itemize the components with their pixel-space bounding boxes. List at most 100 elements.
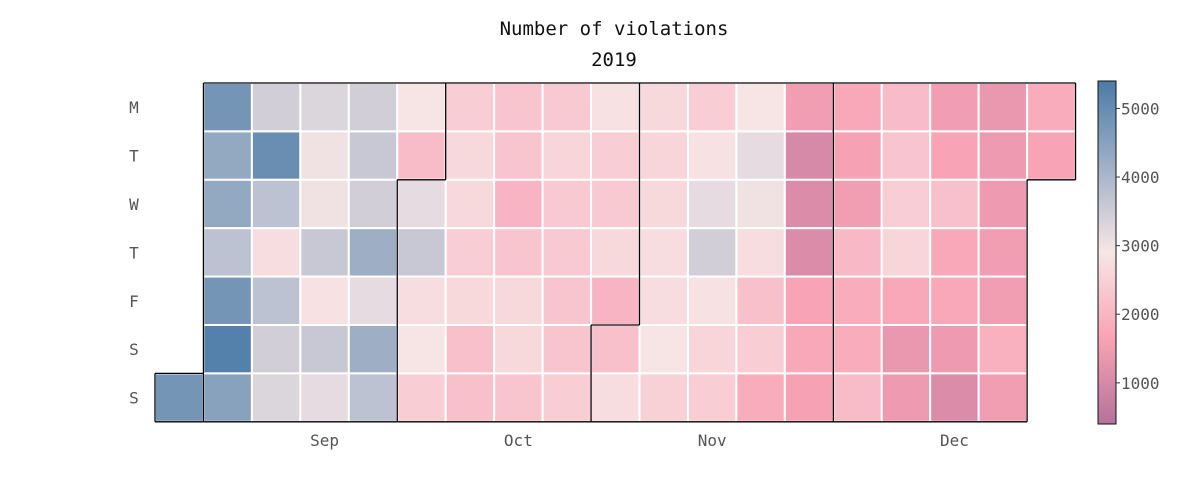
heatmap-cell xyxy=(880,324,932,375)
heatmap-cell xyxy=(832,227,883,278)
heatmap-cell xyxy=(929,178,980,230)
heatmap-cell xyxy=(590,178,641,230)
heatmap-cell xyxy=(347,227,399,278)
heatmap-cell xyxy=(880,275,932,327)
month-border-path xyxy=(154,82,1077,423)
heatmap-cell xyxy=(783,130,835,181)
heatmap-cell xyxy=(638,178,689,230)
heatmap-cell xyxy=(493,324,544,375)
heatmap-cell xyxy=(444,372,496,423)
heatmap-cell xyxy=(977,178,1029,230)
colorbar-tick-label: 3000 xyxy=(1121,237,1160,256)
month-label: Sep xyxy=(310,431,339,450)
heatmap-cell xyxy=(783,178,835,230)
heatmap-cell xyxy=(880,178,932,230)
heatmap-cell xyxy=(250,227,302,278)
heatmap-cell xyxy=(977,275,1029,327)
colorbar-gradient xyxy=(1097,80,1117,425)
heatmap-cell xyxy=(590,227,641,278)
heatmap-cell xyxy=(250,324,302,375)
heatmap-cell xyxy=(686,227,738,278)
colorbar-tick-label: 1000 xyxy=(1121,374,1160,393)
heatmap-cell xyxy=(493,372,544,423)
month-borders xyxy=(154,82,1077,423)
heatmap-cell xyxy=(1026,130,1077,181)
weekday-label: M xyxy=(129,98,139,117)
heatmap-cell xyxy=(541,275,593,327)
weekday-label: W xyxy=(129,195,139,214)
heatmap-cell xyxy=(250,130,302,181)
heatmap-cell xyxy=(299,130,350,181)
heatmap-cell xyxy=(880,372,932,423)
heatmap-cell xyxy=(541,372,593,423)
heatmap-cell xyxy=(444,227,496,278)
heatmap-cell xyxy=(977,130,1029,181)
heatmap-cell xyxy=(929,372,980,423)
heatmap-cell xyxy=(686,275,738,327)
heatmap-cell xyxy=(977,82,1029,133)
weekday-label: T xyxy=(129,147,139,166)
heatmap-cell xyxy=(880,130,932,181)
heatmap-cell xyxy=(880,82,932,133)
heatmap-cell xyxy=(832,130,883,181)
heatmap-cell xyxy=(929,130,980,181)
heatmap-cell xyxy=(977,227,1029,278)
heatmap-cell xyxy=(493,227,544,278)
heatmap-cell xyxy=(686,82,738,133)
heatmap-cell xyxy=(396,275,447,327)
heatmap-cell xyxy=(686,130,738,181)
heatmap-cell xyxy=(638,275,689,327)
heatmap-cell xyxy=(686,324,738,375)
month-labels: Sep Oct Nov Dec xyxy=(310,431,969,450)
heatmap-cell xyxy=(250,372,302,423)
colorbar-tick-label: 5000 xyxy=(1121,99,1160,118)
heatmap-cell xyxy=(299,275,350,327)
chart-subtitle: 2019 xyxy=(591,49,637,71)
heatmap-cell xyxy=(299,82,350,133)
weekday-label: T xyxy=(129,243,139,262)
heatmap-cell xyxy=(444,324,496,375)
heatmap-cell xyxy=(590,372,641,423)
heatmap-cell xyxy=(250,82,302,133)
heatmap-cell xyxy=(638,372,689,423)
heatmap-cell xyxy=(299,227,350,278)
heatmap-cell xyxy=(541,130,593,181)
colorbar-tick-label: 4000 xyxy=(1121,168,1160,187)
weekday-label: S xyxy=(129,389,139,408)
month-label: Nov xyxy=(698,431,727,450)
heatmap-cell xyxy=(783,324,835,375)
heatmap-cell xyxy=(154,372,205,423)
heatmap-cell xyxy=(444,82,496,133)
heatmap-cell xyxy=(735,178,786,230)
heatmap-cell xyxy=(250,178,302,230)
heatmap-cell xyxy=(735,275,786,327)
heatmap-cell xyxy=(396,324,447,375)
heatmap-cell xyxy=(396,372,447,423)
heatmap-cell xyxy=(541,82,593,133)
heatmap-cell xyxy=(493,178,544,230)
heatmap-cell xyxy=(1026,82,1077,133)
heatmap-cell xyxy=(977,372,1029,423)
heatmap-cell xyxy=(735,82,786,133)
heatmap-cell xyxy=(347,275,399,327)
heatmap-cell xyxy=(396,227,447,278)
heatmap-cell xyxy=(493,82,544,133)
heatmap-cell xyxy=(347,82,399,133)
heatmap-cell xyxy=(202,227,253,278)
heatmap-cell xyxy=(735,130,786,181)
heatmap-cell xyxy=(202,275,253,327)
heatmap-cell xyxy=(202,324,253,375)
heatmap-cell xyxy=(590,275,641,327)
heatmap-cell xyxy=(299,324,350,375)
heatmap-cell xyxy=(347,372,399,423)
heatmap-cell xyxy=(250,275,302,327)
weekday-label: S xyxy=(129,340,139,359)
heatmap-cell xyxy=(832,82,883,133)
heatmap-cell xyxy=(638,227,689,278)
heatmap-cell xyxy=(444,275,496,327)
heatmap-cell xyxy=(396,178,447,230)
heatmap-cells xyxy=(154,82,1077,423)
heatmap-cell xyxy=(396,82,447,133)
month-label: Oct xyxy=(504,431,533,450)
